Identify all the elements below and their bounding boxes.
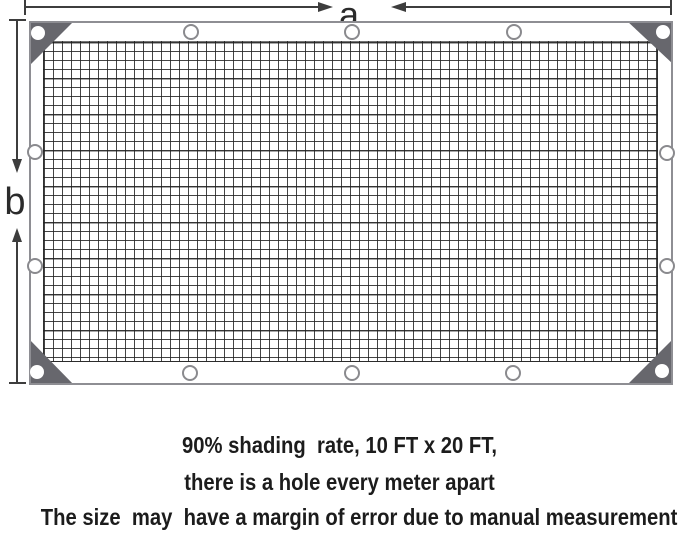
dim-b-tick-bottom bbox=[9, 382, 26, 384]
grommet-hole bbox=[659, 145, 675, 161]
arrow-up-icon bbox=[12, 228, 22, 242]
caption-line-3: The size may have a margin of error due … bbox=[40, 504, 678, 530]
corner-grommet-hole bbox=[655, 364, 669, 378]
grommet-hole bbox=[183, 24, 199, 40]
grommet-hole bbox=[27, 144, 43, 160]
shade-net bbox=[27, 21, 675, 385]
mesh-grid bbox=[43, 41, 658, 362]
grommet-hole bbox=[182, 365, 198, 381]
dim-a-line-right bbox=[406, 6, 671, 8]
dim-a-tick-right bbox=[670, 0, 672, 15]
caption-line-1: 90% shading rate, 10 FT x 20 FT, bbox=[182, 432, 497, 458]
dim-a-line-left bbox=[24, 6, 318, 8]
corner-grommet-hole bbox=[31, 26, 45, 40]
dim-b-line-top bbox=[16, 19, 18, 159]
grommet-hole bbox=[344, 365, 360, 381]
arrow-down-icon bbox=[12, 159, 22, 173]
caption-line-2: there is a hole every meter apart bbox=[184, 469, 495, 495]
dim-b-line-bottom bbox=[16, 242, 18, 383]
corner-grommet-hole bbox=[656, 25, 670, 39]
arrow-right-icon bbox=[318, 2, 333, 12]
grommet-hole bbox=[506, 24, 522, 40]
grommet-hole bbox=[344, 24, 360, 40]
grommet-hole bbox=[659, 258, 675, 274]
grommet-hole bbox=[27, 258, 43, 274]
dimension-height-label: b bbox=[4, 181, 26, 223]
corner-grommet-hole bbox=[30, 365, 44, 379]
grommet-hole bbox=[505, 365, 521, 381]
arrow-left-icon bbox=[391, 2, 406, 12]
